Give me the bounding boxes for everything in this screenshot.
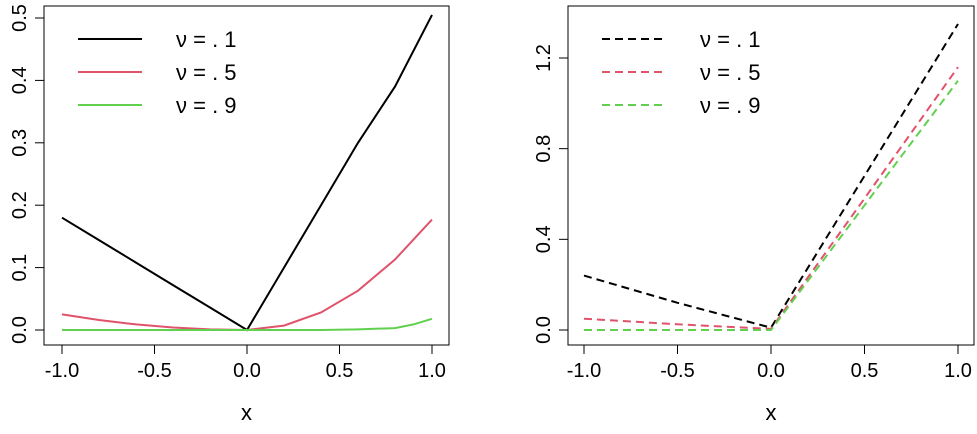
- x-tick-label: 1.0: [944, 360, 972, 382]
- x-tick-label: -1.0: [45, 360, 79, 382]
- x-tick-label: 0.5: [326, 360, 354, 382]
- x-axis-title: x: [241, 400, 252, 425]
- legend-label: ν = . 5: [176, 60, 237, 85]
- x-tick-label: 0.0: [233, 360, 261, 382]
- x-tick-label: -0.5: [660, 360, 694, 382]
- legend-label: ν = . 1: [176, 27, 237, 52]
- x-tick-label: 0.0: [757, 360, 785, 382]
- y-tick-label: 0.2: [9, 191, 31, 219]
- y-tick-label: 0.4: [533, 225, 555, 253]
- series-line: [62, 317, 433, 331]
- y-tick-label: 0.3: [9, 129, 31, 157]
- legend-label: ν = . 9: [176, 93, 237, 118]
- y-tick-label: 0.5: [9, 4, 31, 32]
- series-line: [583, 23, 959, 329]
- series-line: [61, 14, 433, 332]
- y-tick-label: 0.0: [9, 316, 31, 344]
- legend: ν = . 1 ν = . 5 ν = . 9: [602, 27, 761, 118]
- series-line: [583, 66, 959, 330]
- plot-frame: [567, 5, 975, 346]
- series-line: [584, 80, 959, 331]
- x-tick-label: -0.5: [137, 360, 171, 382]
- x-tick-label: 0.5: [851, 360, 879, 382]
- x-tick-label: 1.0: [418, 360, 446, 382]
- y-tick-label: 0.0: [533, 316, 555, 344]
- legend: ν = . 1 ν = . 5 ν = . 9: [78, 27, 237, 118]
- y-tick-label: 0.8: [533, 135, 555, 163]
- y-tick-label: 0.4: [9, 66, 31, 94]
- x-axis-title: x: [766, 400, 777, 425]
- chart-panel-2: -1.0 -0.5 0.0 0.5 1.00.00.40.81.2xν = . 1ν =…: [533, 5, 975, 425]
- series-line: [61, 218, 433, 332]
- x-tick-label: -1.0: [567, 360, 601, 382]
- plot-frame: [43, 5, 450, 346]
- chart-panel-1: -1.0 -0.5 0.0 0.5 1.0 0.0 0.1 0.2 0.3 0.4 0.5 x ν = …: [9, 4, 450, 425]
- y-tick-label: 0.1: [9, 254, 31, 282]
- legend-label: ν = . 9: [700, 93, 761, 118]
- legend-label: ν = . 1: [700, 27, 761, 52]
- y-tick-label: 1.2: [533, 44, 555, 72]
- legend-label: ν = . 5: [700, 60, 761, 85]
